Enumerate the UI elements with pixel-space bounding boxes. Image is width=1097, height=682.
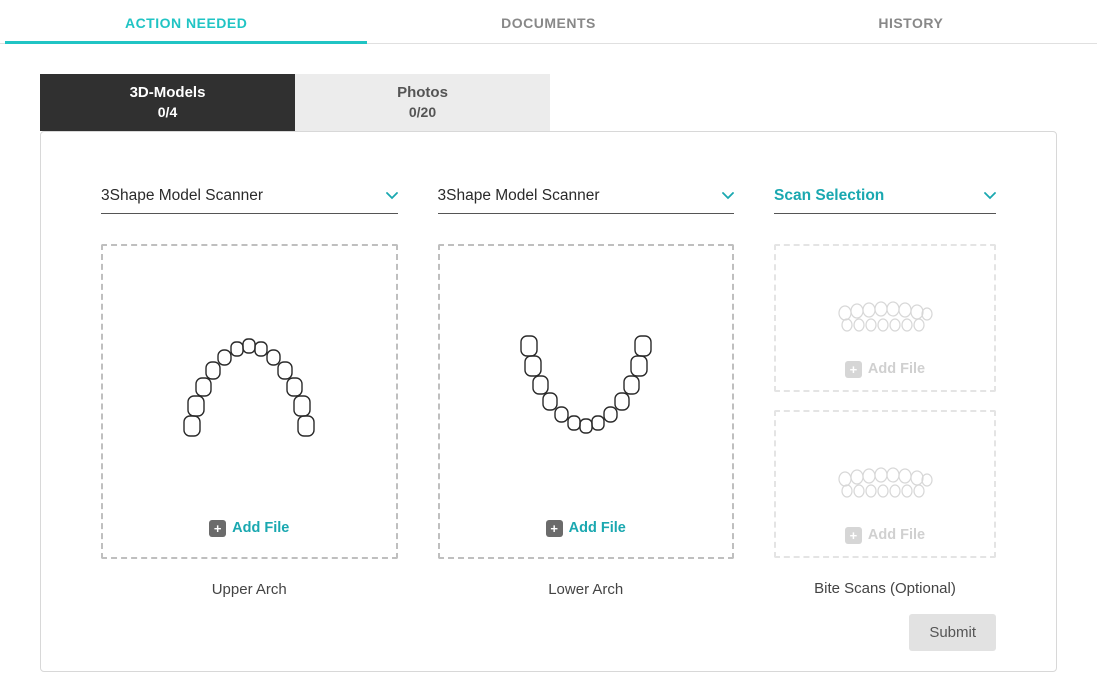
scan-selection-select[interactable]: Scan Selection (774, 187, 996, 214)
add-file-label: Add File (868, 361, 925, 377)
subtab-3d-models[interactable]: 3D-Models 0/4 (40, 74, 295, 131)
caption-upper-arch: Upper Arch (101, 581, 398, 598)
chevron-down-icon (386, 188, 398, 203)
add-file-label: Add File (868, 527, 925, 543)
column-bite-scans: Scan Selection (774, 187, 996, 598)
select-label: 3Shape Model Scanner (438, 187, 600, 205)
plus-icon: + (209, 520, 226, 537)
subtab-count: 0/20 (295, 103, 550, 123)
chevron-down-icon (984, 188, 996, 203)
dropzone-lower-arch[interactable]: + Add File (438, 244, 735, 559)
tab-label: ACTION NEEDED (125, 15, 247, 31)
chevron-down-icon (722, 188, 734, 203)
plus-icon: + (845, 527, 862, 544)
lower-arch-icon (511, 326, 661, 446)
upload-panel: 3Shape Model Scanner (40, 131, 1057, 672)
submit-label: Submit (929, 624, 976, 641)
caption-lower-arch: Lower Arch (438, 581, 735, 598)
bite-scan-icon (835, 467, 935, 501)
dropzone-bite-2[interactable]: + Add File (774, 410, 996, 558)
column-lower-arch: 3Shape Model Scanner (438, 187, 735, 598)
plus-icon: + (546, 520, 563, 537)
add-file-button[interactable]: + Add File (845, 527, 925, 544)
sub-tabs: 3D-Models 0/4 Photos 0/20 (40, 74, 1057, 131)
caption-bite-scans: Bite Scans (Optional) (774, 580, 996, 597)
add-file-button[interactable]: + Add File (546, 520, 626, 537)
select-label: 3Shape Model Scanner (101, 187, 263, 205)
submit-button[interactable]: Submit (909, 614, 996, 651)
subtab-label: 3D-Models (130, 84, 206, 101)
subtab-photos[interactable]: Photos 0/20 (295, 74, 550, 131)
tab-label: HISTORY (878, 15, 943, 31)
plus-icon: + (845, 361, 862, 378)
subtab-label: Photos (397, 84, 448, 101)
select-label: Scan Selection (774, 187, 884, 205)
scanner-select-lower[interactable]: 3Shape Model Scanner (438, 187, 735, 214)
add-file-label: Add File (569, 520, 626, 536)
bite-scan-icon (835, 301, 935, 335)
subtab-count: 0/4 (40, 103, 295, 123)
upper-arch-icon (174, 326, 324, 446)
add-file-button[interactable]: + Add File (845, 361, 925, 378)
add-file-button[interactable]: + Add File (209, 520, 289, 537)
top-tabs: ACTION NEEDED DOCUMENTS HISTORY (0, 0, 1097, 44)
tab-action-needed[interactable]: ACTION NEEDED (5, 0, 367, 43)
dropzone-bite-1[interactable]: + Add File (774, 244, 996, 392)
tab-label: DOCUMENTS (501, 15, 596, 31)
tab-history[interactable]: HISTORY (730, 0, 1092, 43)
dropzone-upper-arch[interactable]: + Add File (101, 244, 398, 559)
column-upper-arch: 3Shape Model Scanner (101, 187, 398, 598)
add-file-label: Add File (232, 520, 289, 536)
tab-documents[interactable]: DOCUMENTS (367, 0, 729, 43)
scanner-select-upper[interactable]: 3Shape Model Scanner (101, 187, 398, 214)
